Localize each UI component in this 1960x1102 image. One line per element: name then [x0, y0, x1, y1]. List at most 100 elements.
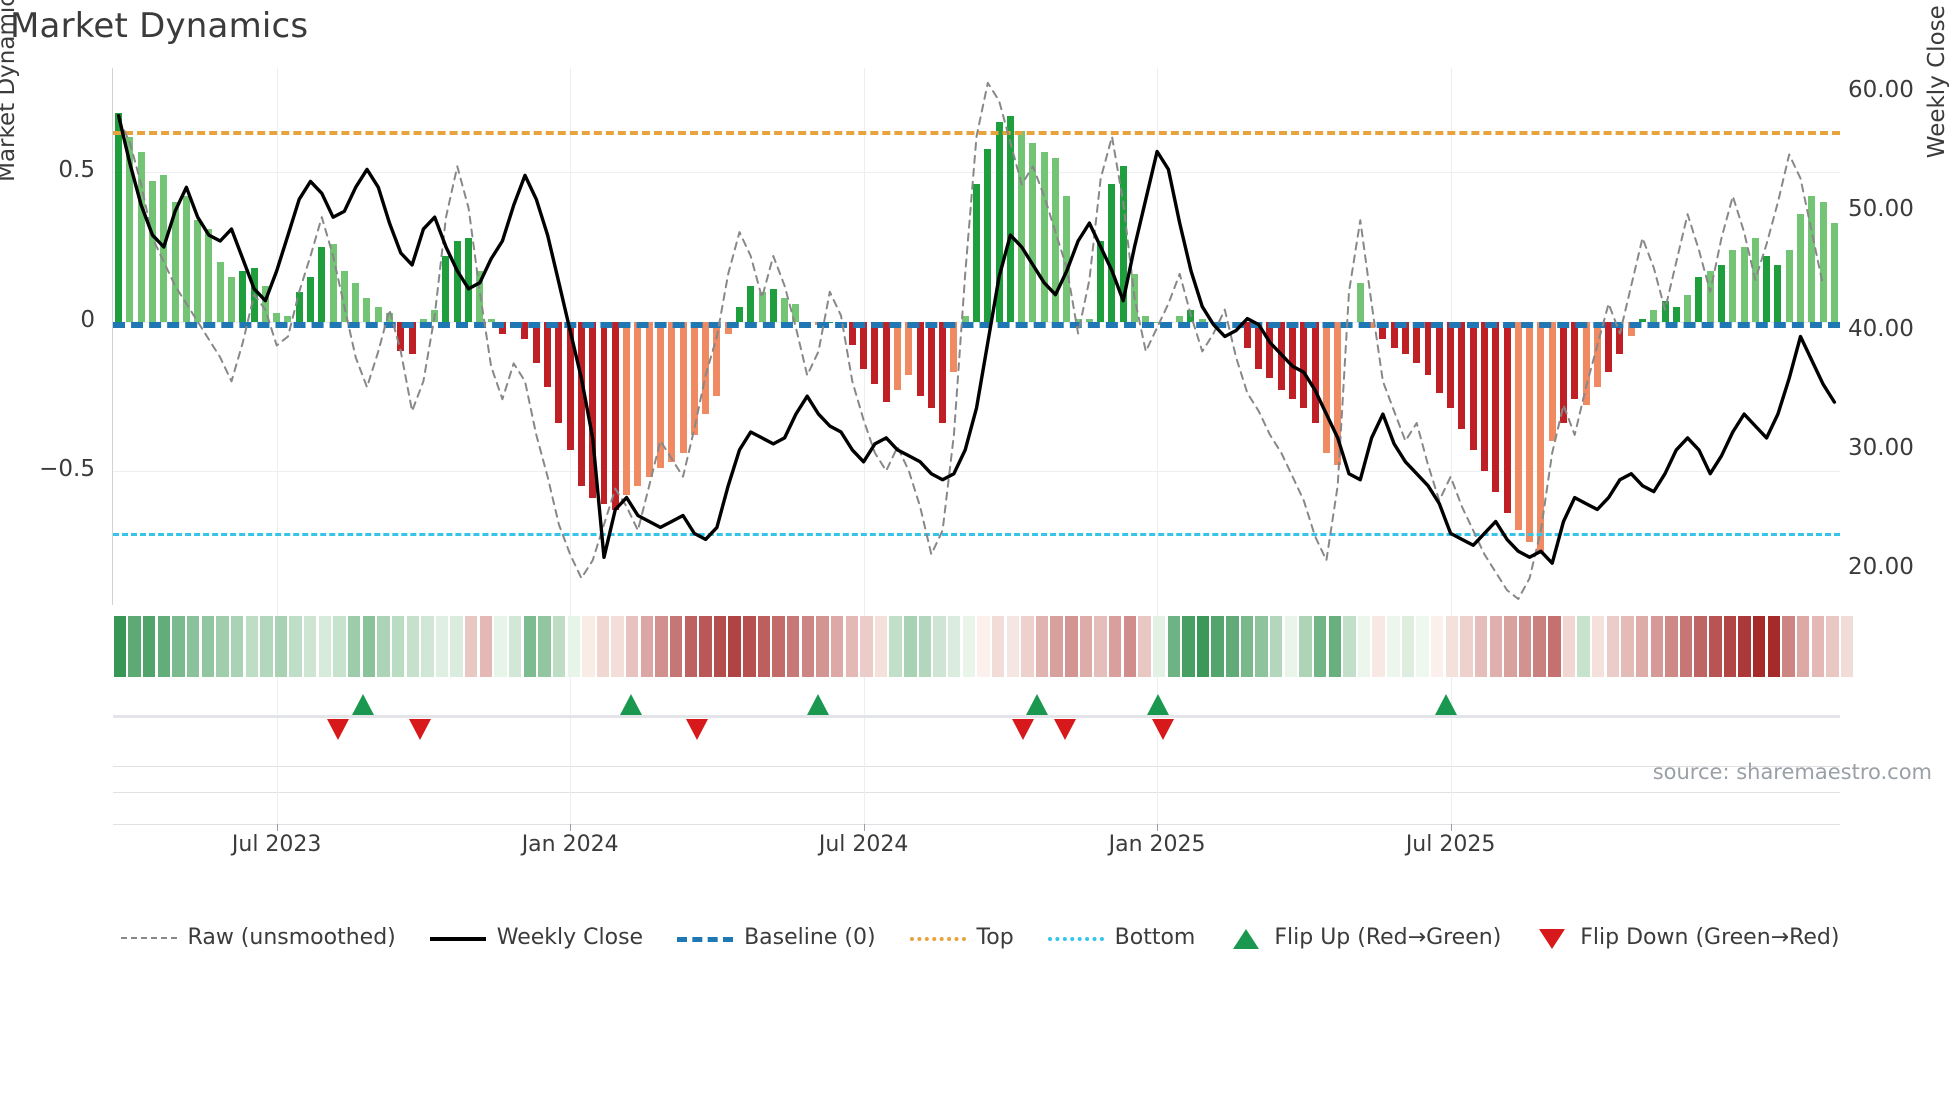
bar — [1108, 184, 1116, 322]
x-tick-mark — [863, 824, 865, 831]
heatmap-cell — [816, 616, 829, 677]
y-tick-left: 0 — [80, 306, 95, 333]
heatmap-cell — [904, 616, 917, 677]
bar — [1074, 318, 1082, 322]
bar — [1514, 321, 1522, 531]
bar — [1661, 300, 1669, 322]
bar — [735, 306, 743, 322]
heatmap-cell — [933, 616, 946, 677]
bar — [848, 321, 856, 346]
bar — [916, 321, 924, 397]
heatmap-cell — [1460, 616, 1473, 677]
heatmap-cell — [728, 616, 741, 677]
bar — [419, 318, 427, 322]
heatmap-cell — [1123, 616, 1137, 677]
bar — [1582, 321, 1590, 406]
bar — [634, 321, 642, 486]
heatmap-cell — [1767, 616, 1781, 677]
y-tick-left: −0.5 — [39, 455, 95, 482]
heatmap-cell — [201, 616, 215, 677]
legend-item-solid-black-line[interactable]: Weekly Close — [429, 925, 643, 950]
bar — [702, 321, 710, 415]
x-tick-mark — [1157, 824, 1159, 831]
heatmap-cell — [1738, 616, 1751, 677]
flip-marker-panel — [113, 690, 1840, 825]
heatmap-cell — [918, 616, 932, 677]
heatmap-cell — [1387, 616, 1400, 677]
bar — [713, 321, 721, 397]
gridline-horizontal — [113, 470, 1840, 472]
heatmap-cell — [1796, 616, 1810, 677]
y-tick-right: 30.00 — [1848, 434, 1914, 461]
heatmap-cell — [1548, 616, 1561, 677]
bar — [1289, 321, 1297, 400]
heatmap-cell — [304, 616, 317, 677]
legend-item-red-down-triangle[interactable]: Flip Down (Green→Red) — [1535, 925, 1839, 950]
heatmap-cell — [1196, 616, 1210, 677]
bar — [1401, 321, 1409, 355]
bar — [1717, 264, 1725, 322]
legend-label: Top — [976, 925, 1014, 950]
heatmap-cell — [1665, 616, 1678, 677]
legend-item-dotted-cyan-line[interactable]: Bottom — [1047, 925, 1195, 950]
bar — [589, 321, 597, 498]
bar — [1559, 321, 1567, 423]
bar — [1796, 214, 1804, 322]
bar — [1356, 282, 1364, 322]
heatmap-cell — [1694, 616, 1707, 677]
flip-down-marker — [1012, 719, 1035, 740]
bar — [1458, 321, 1466, 429]
bar — [1040, 151, 1048, 322]
heatmap-cell — [347, 616, 361, 677]
heatmap-cell — [377, 616, 390, 677]
flip-axis-line — [113, 715, 1840, 718]
legend-item-green-up-triangle[interactable]: Flip Up (Red→Green) — [1229, 925, 1501, 950]
bar — [1537, 321, 1545, 555]
bar — [1672, 306, 1680, 322]
heatmap-cell — [626, 616, 639, 677]
heatmap-cell — [538, 616, 551, 677]
legend-item-dotted-orange-line[interactable]: Top — [909, 925, 1014, 950]
bar — [273, 312, 281, 322]
heatmap-cell — [1635, 616, 1649, 677]
x-tick-mark — [570, 824, 572, 831]
x-tick-label: Jul 2025 — [1405, 832, 1496, 857]
legend-item-dashed-blue-line[interactable]: Baseline (0) — [677, 925, 876, 950]
source-attribution: source: sharemaestro.com — [1652, 760, 1932, 784]
heatmap-cell — [1211, 616, 1224, 677]
bar — [453, 241, 461, 322]
bar — [137, 151, 145, 322]
bar — [950, 321, 958, 373]
bar — [1006, 115, 1014, 322]
bar — [1638, 318, 1646, 322]
bar — [984, 148, 992, 322]
bar — [318, 247, 326, 322]
heatmap-cell — [333, 616, 346, 677]
flip-up-marker — [1146, 694, 1169, 715]
legend-item-dashed-gray-line[interactable]: Raw (unsmoothed) — [120, 925, 396, 950]
heatmap-cell — [860, 616, 873, 677]
y-tick-right: 60.00 — [1848, 76, 1914, 103]
heatmap-cell — [1621, 616, 1634, 677]
dotted-cyan-line-icon — [1047, 929, 1104, 947]
chart-title: Market Dynamics — [10, 6, 309, 46]
heatmap-cell — [1518, 616, 1532, 677]
bar — [566, 321, 574, 450]
gridline-vertical — [276, 68, 278, 824]
flip-down-marker — [1152, 719, 1175, 740]
heatmap-cell — [1533, 616, 1546, 677]
heatmap-cell — [362, 616, 376, 677]
heatmap-cell — [1679, 616, 1693, 677]
bar — [1322, 321, 1330, 453]
bar — [1785, 249, 1793, 322]
heatmap-cell — [1109, 616, 1122, 677]
bar — [1774, 264, 1782, 322]
heatmap-cell — [582, 616, 595, 677]
bar — [239, 270, 247, 322]
legend-label: Flip Up (Red→Green) — [1274, 925, 1502, 950]
heatmap-cell — [713, 616, 727, 677]
legend-label: Flip Down (Green→Red) — [1580, 925, 1840, 950]
heatmap-cell — [1152, 616, 1166, 677]
bar — [307, 276, 315, 322]
bar — [871, 321, 879, 385]
